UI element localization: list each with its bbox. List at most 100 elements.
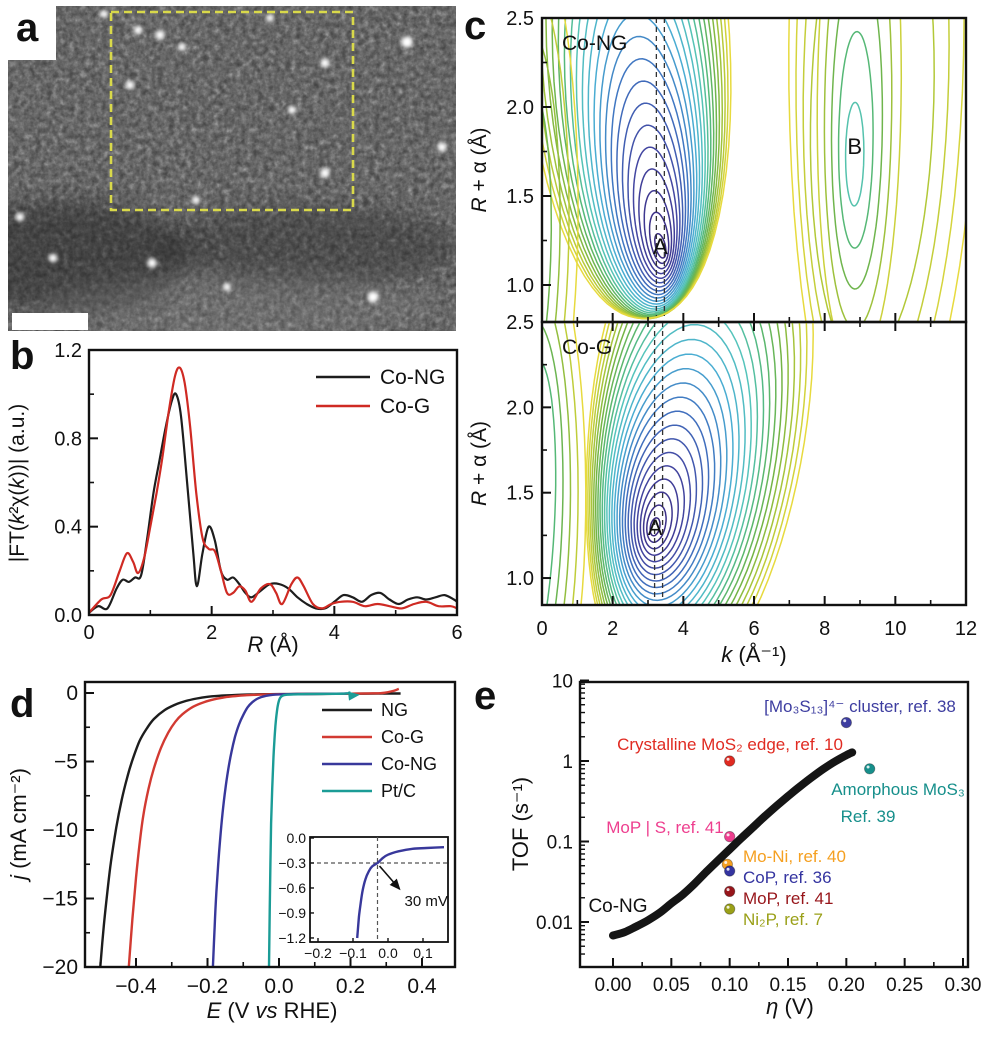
y-tick-label: 1.0 (506, 275, 534, 297)
x-tick-label: 0.05 (653, 975, 690, 996)
contour-line (621, 396, 716, 595)
atom-dot (321, 169, 329, 177)
y-tick-label: 0.1 (547, 833, 573, 854)
co-ng-curve (609, 748, 857, 940)
data-point-shine (726, 905, 730, 909)
series-Co-G (89, 366, 457, 614)
atom-dot (438, 143, 446, 151)
legend-label: Co-NG (380, 366, 445, 389)
atom-dot (193, 197, 199, 203)
contour-line (642, 491, 673, 550)
inset-curve (356, 846, 445, 939)
inset-frame (309, 836, 449, 943)
x-tick-label: 0.4 (407, 975, 437, 998)
x-tick-label: 4 (678, 618, 689, 640)
contour-line (837, 30, 874, 249)
point-label: Mo-Ni, ref. 40 (743, 847, 846, 866)
y-tick-label: −5 (54, 751, 78, 774)
atom-dot (368, 292, 378, 302)
contour-line (589, 322, 802, 605)
y-tick-label: 0.01 (536, 913, 573, 934)
panel-a-letter: a (16, 6, 39, 50)
data-point (864, 763, 876, 775)
inset-x-tick: 0.0 (378, 945, 398, 961)
legend-label: Co-G (381, 727, 424, 747)
x-tick-label: 6 (451, 622, 462, 644)
atom-dot (267, 15, 273, 21)
contour-line (593, 18, 698, 305)
y-axis-label: |FT(k²χ(k))| (a.u.) (6, 404, 29, 562)
legend-label: Co-NG (381, 754, 437, 774)
x-tick-label: 0.30 (945, 975, 982, 996)
contour-line (557, 18, 715, 317)
legend-label: Pt/C (381, 781, 416, 801)
x-tick-label: 12 (955, 618, 977, 640)
y-tick-label: 2.0 (506, 97, 534, 119)
y-axis-label: R + α (Å) (468, 127, 491, 212)
panel-b-letter: b (10, 334, 35, 378)
x-axis-label: k (Å⁻¹) (721, 642, 786, 666)
wavelet-contour-charts: 1.0 1.5 2.0 2.5 Co-NG A B R + α (Å) 1.0 1.5 2.0 2.5… (468, 8, 977, 666)
contour-line (606, 322, 752, 605)
y-tick-label: 1.5 (506, 186, 534, 208)
contour-line (601, 322, 765, 605)
panel-e-letter: e (474, 674, 497, 718)
ptc-end-arrow (347, 691, 360, 701)
contour-line (627, 424, 704, 582)
contour-line (795, 18, 965, 322)
data-point-shine (726, 757, 730, 761)
scale-bar (12, 313, 88, 330)
series-Co-NG (89, 392, 457, 614)
contour-line (592, 322, 789, 605)
x-tick-label: 0 (83, 622, 94, 644)
contour-line (597, 322, 777, 605)
atom-dot (127, 82, 133, 88)
x-tick-label: 0.00 (595, 975, 632, 996)
data-point-shine (726, 833, 730, 837)
contour-line (648, 211, 670, 265)
contour-line (788, 18, 966, 322)
data-point-shine (843, 719, 847, 723)
contour-line (587, 322, 808, 605)
data-point (840, 716, 852, 729)
contour-line (587, 18, 701, 308)
highlight-box (109, 10, 355, 212)
contour-line (636, 465, 686, 563)
x-tick-label: 0.15 (770, 975, 807, 996)
data-point-shine (724, 861, 728, 865)
contour-line (646, 504, 667, 543)
x-tick-label: 0.2 (336, 975, 365, 998)
contour-sample-label: Co-NG (562, 32, 627, 55)
atom-dot (156, 31, 164, 39)
contour-line (630, 438, 698, 576)
contour-line (542, 44, 561, 322)
contour-line (550, 18, 570, 322)
letter-patch (8, 6, 56, 60)
y-tick-label: −15 (42, 888, 78, 911)
inset-y-tick: 0.0 (287, 830, 307, 846)
contour-line (802, 18, 950, 322)
data-point (724, 831, 736, 843)
atom-dot (148, 259, 156, 267)
x-tick-label: −0.4 (115, 975, 157, 998)
y-tick-label: 2.0 (506, 397, 534, 419)
contour-line (643, 189, 673, 270)
data-point (724, 903, 736, 915)
point-label: MoP, ref. 41 (743, 889, 833, 908)
tof-comparison-chart: 0.00 0.05 0.10 0.15 0.20 0.25 0.30 10 1 0.1 0.01 η … (508, 672, 982, 1020)
contour-line (608, 323, 746, 605)
contour-line (610, 58, 690, 296)
y-tick-label: −20 (42, 956, 78, 979)
contour-line (823, 18, 893, 322)
contour-line (613, 353, 734, 605)
x-tick-label: 0.0 (264, 975, 293, 998)
atom-dot (289, 107, 295, 113)
peak-label-A: A (653, 234, 668, 259)
inset-y-tick: −1.2 (278, 930, 306, 946)
inset-x-tick: 0.1 (413, 945, 433, 961)
x-axis-label: E (V vs RHE) (207, 998, 338, 1023)
y-axis-label: j (mA cm⁻²) (6, 768, 31, 883)
x-axis-label: η (V) (766, 994, 814, 1019)
contour-line (569, 18, 709, 314)
inset-x-tick: −0.1 (339, 945, 367, 961)
